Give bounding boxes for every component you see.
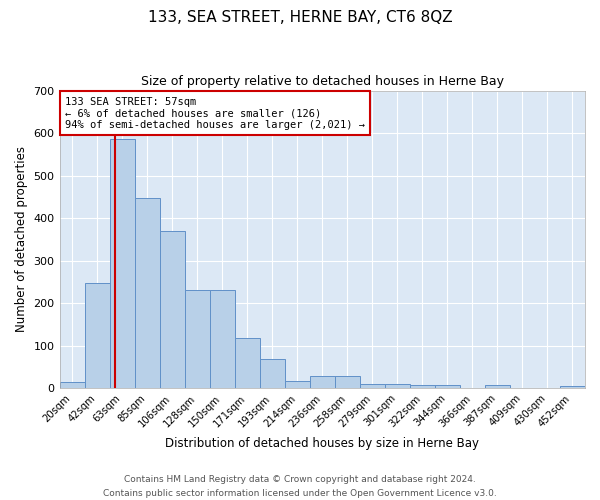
Bar [410,385,435,388]
Bar [134,198,160,388]
Title: Size of property relative to detached houses in Herne Bay: Size of property relative to detached ho… [141,75,504,88]
Bar [560,386,585,388]
Text: 133, SEA STREET, HERNE BAY, CT6 8QZ: 133, SEA STREET, HERNE BAY, CT6 8QZ [148,10,452,25]
Bar [85,283,110,388]
Bar [310,376,335,388]
Bar [110,140,134,388]
X-axis label: Distribution of detached houses by size in Herne Bay: Distribution of detached houses by size … [165,437,479,450]
Y-axis label: Number of detached properties: Number of detached properties [15,146,28,332]
Bar [59,382,85,388]
Bar [260,360,285,388]
Bar [360,384,385,388]
Bar [335,376,360,388]
Bar [285,380,310,388]
Bar [385,384,410,388]
Bar [185,290,209,388]
Bar [209,290,235,388]
Bar [485,385,510,388]
Text: Contains HM Land Registry data © Crown copyright and database right 2024.
Contai: Contains HM Land Registry data © Crown c… [103,476,497,498]
Bar [160,231,185,388]
Text: 133 SEA STREET: 57sqm
← 6% of detached houses are smaller (126)
94% of semi-deta: 133 SEA STREET: 57sqm ← 6% of detached h… [65,96,365,130]
Bar [435,385,460,388]
Bar [235,338,260,388]
